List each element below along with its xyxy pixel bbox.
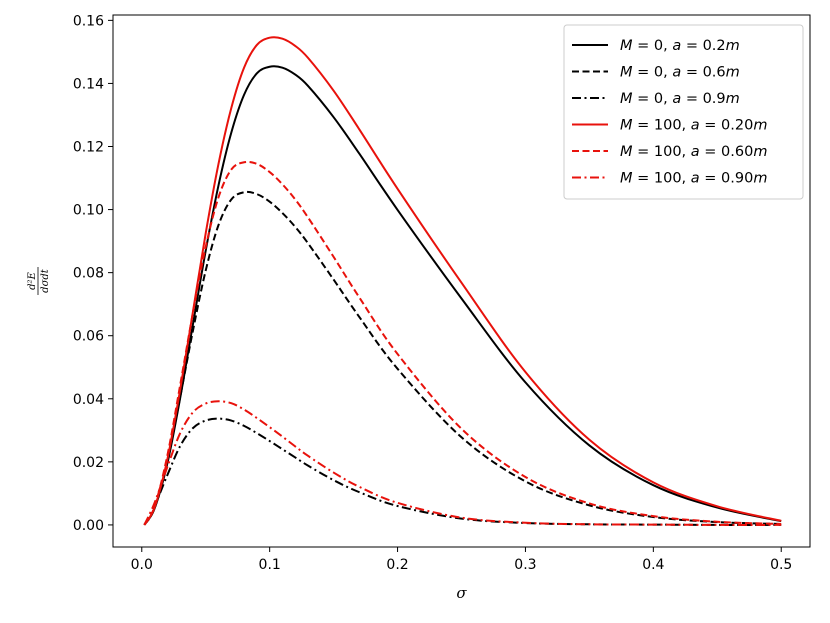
x-tick-label: 0.4: [642, 557, 664, 573]
legend-entry-4: M = 100, a = 0.60m: [620, 144, 767, 160]
x-axis-ticks: 0.0 0.1 0.2 0.3 0.4 0.5: [131, 547, 792, 573]
x-tick-label: 0.2: [386, 557, 408, 573]
series-line-2: [143, 417, 782, 526]
y-tick-label: 0.14: [73, 76, 104, 92]
series-line-5: [143, 400, 782, 526]
y-axis-label-denominator: dσdt: [40, 268, 51, 293]
y-tick-label: 0.02: [73, 455, 104, 471]
axes-frame: [112, 14, 811, 548]
legend-entry-1: M = 0, a = 0.6m: [620, 65, 740, 81]
legend-entry-3: M = 100, a = 0.20m: [620, 118, 767, 134]
x-tick-label: 0.1: [259, 557, 281, 573]
y-tick-label: 0.16: [73, 13, 104, 29]
legend-entry-0: M = 0, a = 0.2m: [620, 38, 740, 54]
legend-entry-5: M = 100, a = 0.90m: [620, 171, 767, 187]
y-axis-ticks: 0.00 0.02 0.04 0.06 0.08 0.10 0.12 0.14 0.16: [73, 13, 113, 534]
y-tick-label: 0.12: [73, 140, 104, 156]
x-tick-label: 0.3: [514, 557, 536, 573]
series-line-1: [143, 190, 782, 526]
y-axis-label-numerator: d²E: [27, 271, 38, 289]
x-tick-label: 0.0: [131, 557, 153, 573]
series-line-4: [143, 160, 782, 526]
x-tick-label: 0.5: [770, 557, 792, 573]
y-tick-label: 0.04: [73, 392, 104, 408]
y-tick-label: 0.00: [73, 518, 104, 534]
series-layer: [143, 36, 782, 526]
x-axis-label: σ: [456, 584, 467, 602]
y-tick-label: 0.10: [73, 203, 104, 219]
legend-entry-2: M = 0, a = 0.9m: [620, 91, 740, 107]
y-tick-label: 0.08: [73, 266, 104, 282]
y-axis-label: d²E dσdt: [27, 267, 51, 295]
legend-box: [563, 24, 804, 200]
y-tick-label: 0.06: [73, 329, 104, 345]
legend: M = 0, a = 0.2m M = 0, a = 0.6m M = 0, a =…: [563, 24, 804, 200]
